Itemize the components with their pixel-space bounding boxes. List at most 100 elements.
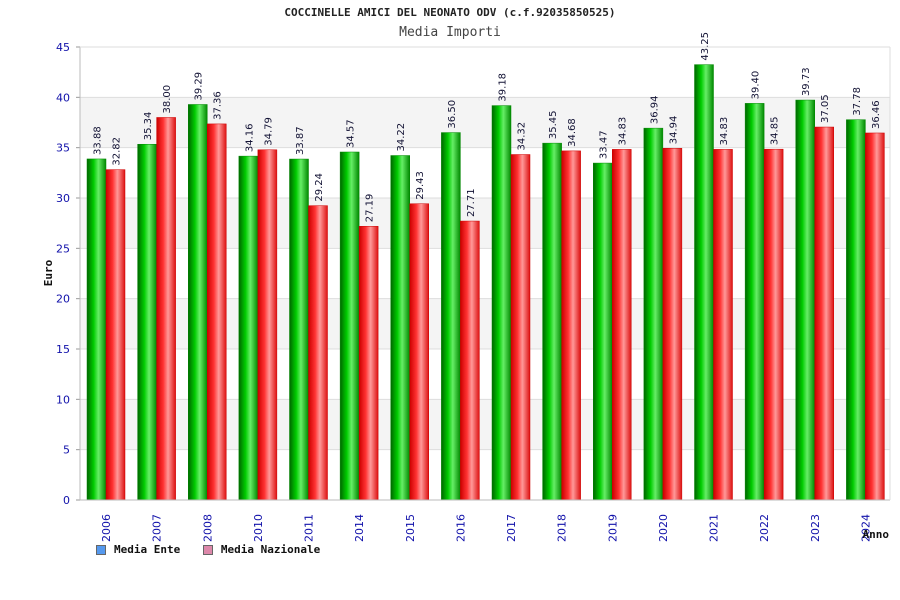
bar-nazionale bbox=[763, 148, 784, 501]
data-label: 34.22 bbox=[396, 123, 407, 152]
data-label: 27.71 bbox=[466, 188, 477, 217]
x-tick-label: 2018 bbox=[556, 514, 569, 542]
bar-nazionale bbox=[156, 117, 176, 501]
data-label: 32.82 bbox=[112, 137, 123, 166]
y-tick-label: 20 bbox=[56, 293, 70, 306]
y-tick-label: 15 bbox=[56, 343, 70, 356]
legend-swatch-ente bbox=[96, 544, 106, 555]
bar-ente bbox=[593, 162, 613, 501]
x-tick-label: 2007 bbox=[151, 514, 164, 542]
legend-item-nazionale: Media Nazionale bbox=[202, 543, 321, 556]
data-label: 34.32 bbox=[517, 122, 528, 151]
data-label: 39.40 bbox=[751, 71, 762, 100]
bar-nazionale bbox=[561, 150, 581, 501]
data-label: 27.19 bbox=[365, 194, 376, 223]
data-label: 43.25 bbox=[700, 32, 711, 61]
y-axis-title: Euro bbox=[42, 259, 55, 286]
data-label: 37.36 bbox=[213, 91, 224, 120]
data-label: 36.50 bbox=[447, 100, 458, 129]
x-tick-label: 2021 bbox=[708, 514, 721, 542]
bar-ente bbox=[86, 158, 107, 501]
data-label: 34.57 bbox=[346, 119, 357, 148]
data-label: 39.29 bbox=[194, 72, 205, 101]
data-label: 37.05 bbox=[820, 94, 831, 123]
x-tick-label: 2008 bbox=[201, 514, 214, 542]
bar-ente bbox=[339, 151, 360, 501]
bar-ente bbox=[694, 64, 714, 501]
bar-ente bbox=[744, 103, 765, 501]
data-label: 34.83 bbox=[719, 117, 730, 146]
bar-nazionale bbox=[814, 126, 834, 501]
bar-ente bbox=[491, 105, 512, 501]
data-label: 33.88 bbox=[93, 126, 104, 155]
x-axis-title: Anno bbox=[863, 528, 890, 541]
bar-ente bbox=[390, 155, 410, 501]
bar-nazionale bbox=[662, 148, 683, 501]
bar-nazionale bbox=[257, 149, 278, 501]
x-tick-label: 2010 bbox=[252, 514, 265, 542]
x-tick-label: 2022 bbox=[758, 514, 771, 542]
data-label: 34.68 bbox=[567, 118, 578, 147]
bar-nazionale bbox=[308, 205, 328, 501]
y-tick-label: 0 bbox=[63, 494, 70, 507]
data-label: 36.94 bbox=[649, 95, 660, 124]
data-label: 36.46 bbox=[871, 100, 882, 129]
legend: Media Ente Media Nazionale bbox=[96, 543, 336, 558]
data-label: 34.94 bbox=[668, 116, 679, 145]
bar-nazionale bbox=[460, 220, 480, 501]
bar-ente bbox=[643, 127, 664, 501]
bar-ente bbox=[795, 99, 815, 501]
bar-ente bbox=[542, 142, 562, 501]
plot-band bbox=[80, 47, 890, 98]
bar-nazionale bbox=[409, 203, 429, 501]
bar-nazionale bbox=[358, 226, 379, 501]
y-tick-label: 30 bbox=[56, 192, 70, 205]
data-label: 35.45 bbox=[548, 110, 559, 139]
x-tick-label: 2015 bbox=[404, 514, 417, 542]
data-label: 39.73 bbox=[801, 67, 812, 96]
chart-title: COCCINELLE AMICI DEL NEONATO ODV (c.f.92… bbox=[284, 6, 616, 19]
data-label: 34.79 bbox=[263, 117, 274, 146]
bar-nazionale bbox=[612, 149, 632, 501]
y-tick-label: 40 bbox=[56, 91, 70, 104]
y-tick-label: 25 bbox=[56, 242, 70, 255]
x-tick-label: 2016 bbox=[454, 514, 467, 542]
y-tick-label: 10 bbox=[56, 393, 70, 406]
bar-nazionale bbox=[510, 154, 531, 501]
bar-ente bbox=[188, 104, 208, 501]
bar-nazionale bbox=[105, 169, 126, 501]
legend-label-ente: Media Ente bbox=[114, 543, 181, 556]
x-tick-label: 2023 bbox=[809, 514, 822, 542]
bar-nazionale bbox=[865, 132, 885, 501]
legend-item-ente: Media Ente bbox=[96, 543, 180, 556]
x-tick-label: 2017 bbox=[505, 514, 518, 542]
data-label: 35.34 bbox=[143, 112, 154, 141]
bar-ente bbox=[238, 155, 259, 501]
data-label: 39.18 bbox=[498, 73, 509, 102]
x-tick-label: 2011 bbox=[303, 514, 316, 542]
y-tick-label: 35 bbox=[56, 142, 70, 155]
x-tick-label: 2006 bbox=[100, 514, 113, 542]
y-tick-label: 45 bbox=[56, 41, 70, 54]
bar-ente bbox=[289, 158, 309, 501]
data-label: 34.83 bbox=[618, 117, 629, 146]
data-label: 34.16 bbox=[244, 123, 255, 152]
y-tick-label: 5 bbox=[63, 444, 70, 457]
chart-subtitle: Media Importi bbox=[399, 25, 501, 40]
legend-label-nazionale: Media Nazionale bbox=[220, 543, 321, 556]
data-label: 33.47 bbox=[599, 130, 610, 159]
x-tick-label: 2014 bbox=[353, 514, 366, 542]
x-tick-label: 2024 bbox=[859, 514, 872, 542]
bar-ente bbox=[846, 119, 866, 501]
data-label: 38.00 bbox=[162, 85, 173, 114]
x-tick-label: 2019 bbox=[606, 514, 619, 542]
data-label: 29.43 bbox=[415, 171, 426, 200]
data-label: 29.24 bbox=[314, 173, 325, 202]
data-label: 33.87 bbox=[295, 126, 306, 155]
bar-nazionale bbox=[207, 123, 227, 501]
legend-swatch-nazionale bbox=[202, 544, 213, 555]
bar-ente bbox=[137, 143, 157, 501]
data-label: 34.85 bbox=[770, 117, 781, 146]
data-label: 37.78 bbox=[852, 87, 863, 116]
